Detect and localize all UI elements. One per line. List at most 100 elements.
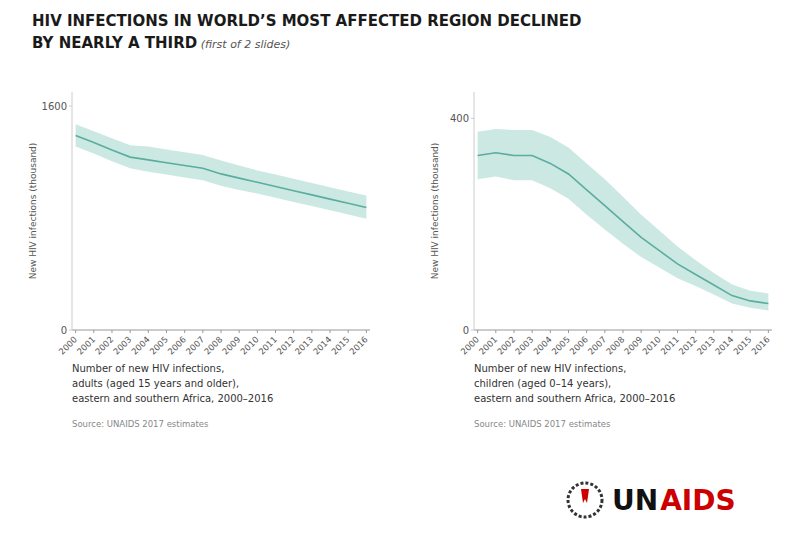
- logo-text: UN: [612, 484, 658, 517]
- x-tick: [568, 330, 569, 333]
- x-tick-label: 2007: [184, 334, 206, 356]
- y-axis-line: [474, 92, 475, 330]
- x-tick-label: 2007: [586, 334, 608, 356]
- x-tick: [586, 330, 587, 333]
- x-tick: [75, 330, 76, 333]
- x-tick: [732, 330, 733, 333]
- y-tick: [471, 330, 474, 331]
- x-tick: [311, 330, 312, 333]
- y-tick: [69, 330, 72, 331]
- x-tick-label: 2014: [311, 334, 333, 356]
- x-tick-label: 2010: [238, 334, 260, 356]
- x-tick-label: 2011: [659, 334, 681, 356]
- central-line: [76, 135, 367, 207]
- title: HIV INFECTIONS IN WORLD’S MOST AFFECTED …: [32, 12, 581, 52]
- x-tick: [695, 330, 696, 333]
- x-tick: [275, 330, 276, 333]
- uncertainty-band: [478, 129, 769, 310]
- y-tick-label: 0: [463, 325, 469, 336]
- x-tick: [366, 330, 367, 333]
- x-tick: [641, 330, 642, 333]
- x-tick-label: 2002: [495, 334, 517, 356]
- caption-line: eastern and southern Africa, 2000–2016: [474, 393, 675, 404]
- x-tick-label: 2001: [75, 334, 97, 356]
- caption-line: children (aged 0–14 years),: [474, 378, 611, 389]
- x-tick: [330, 330, 331, 333]
- x-tick: [768, 330, 769, 333]
- logo-ribbon: [581, 489, 589, 503]
- x-tick: [477, 330, 478, 333]
- uncertainty-band: [76, 124, 367, 219]
- x-tick: [623, 330, 624, 333]
- x-tick: [221, 330, 222, 333]
- x-tick-label: 2006: [568, 334, 590, 356]
- x-tick: [184, 330, 185, 333]
- chart-root: HIV INFECTIONS IN WORLD’S MOST AFFECTED …: [0, 0, 810, 540]
- source-note: Source: UNAIDS 2017 estimates: [474, 419, 611, 429]
- plot-area: [76, 124, 367, 219]
- x-tick-label: 2004: [531, 334, 553, 356]
- x-tick-label: 2016: [749, 334, 771, 356]
- x-tick-label: 2015: [731, 334, 753, 356]
- x-tick: [713, 330, 714, 333]
- x-tick-label: 2015: [329, 334, 351, 356]
- x-tick: [659, 330, 660, 333]
- logo: UNAIDS: [568, 483, 736, 517]
- x-tick-label: 2012: [677, 334, 699, 356]
- x-tick: [257, 330, 258, 333]
- caption: Number of new HIV infections, children (a…: [474, 363, 675, 404]
- x-tick: [130, 330, 131, 333]
- y-axis-line: [72, 92, 73, 330]
- x-tick-label: 2013: [695, 334, 717, 356]
- caption-line: adults (aged 15 years and older),: [72, 378, 239, 389]
- x-tick-label: 2012: [275, 334, 297, 356]
- x-tick: [513, 330, 514, 333]
- x-tick-label: 2001: [477, 334, 499, 356]
- x-tick-label: 2016: [347, 334, 369, 356]
- x-tick: [348, 330, 349, 333]
- x-tick-label: 2009: [220, 334, 242, 356]
- caption: Number of new HIV infections, adults (age…: [72, 363, 273, 404]
- x-tick: [166, 330, 167, 333]
- x-tick: [202, 330, 203, 333]
- x-tick-label: 2008: [202, 334, 224, 356]
- x-tick-label: 2014: [713, 334, 735, 356]
- x-tick: [550, 330, 551, 333]
- x-tick: [604, 330, 605, 333]
- caption-line: Number of new HIV infections,: [72, 363, 224, 374]
- x-tick-label: 2000: [57, 334, 79, 356]
- x-tick: [293, 330, 294, 333]
- x-tick-label: 2003: [513, 334, 535, 356]
- x-tick: [148, 330, 149, 333]
- caption-line: Source: UNAIDS 2017 estimates: [72, 419, 209, 429]
- x-tick-label: 2005: [550, 334, 572, 356]
- logo-text: AIDS: [660, 484, 736, 517]
- logo-wreath: [568, 483, 602, 517]
- x-tick: [532, 330, 533, 333]
- title-line: BY NEARLY A THIRD: [32, 34, 197, 52]
- y-tick: [471, 118, 474, 119]
- x-tick: [93, 330, 94, 333]
- y-tick-label: 0: [61, 325, 67, 336]
- subtitle: (first of 2 slides): [197, 38, 290, 51]
- x-tick: [239, 330, 240, 333]
- panel: 0160020002001200220032004200520062007200…: [28, 92, 370, 357]
- x-tick-label: 2013: [293, 334, 315, 356]
- x-tick-label: 2009: [622, 334, 644, 356]
- background: [0, 0, 810, 540]
- y-axis-label: New HIV infections (thousand): [28, 143, 38, 280]
- title-line: HIV INFECTIONS IN WORLD’S MOST AFFECTED …: [32, 12, 581, 30]
- caption-line: Source: UNAIDS 2017 estimates: [474, 419, 611, 429]
- x-tick-label: 2004: [129, 334, 151, 356]
- x-tick: [111, 330, 112, 333]
- x-tick-label: 2005: [148, 334, 170, 356]
- caption-line: Number of new HIV infections,: [474, 363, 626, 374]
- caption-line: eastern and southern Africa, 2000–2016: [72, 393, 273, 404]
- x-tick-label: 2002: [93, 334, 115, 356]
- x-tick-label: 2008: [604, 334, 626, 356]
- y-axis-label: New HIV infections (thousand): [430, 143, 440, 280]
- y-tick-label: 400: [450, 113, 469, 124]
- source-note: Source: UNAIDS 2017 estimates: [72, 419, 209, 429]
- central-line: [478, 153, 769, 304]
- x-tick-label: 2010: [640, 334, 662, 356]
